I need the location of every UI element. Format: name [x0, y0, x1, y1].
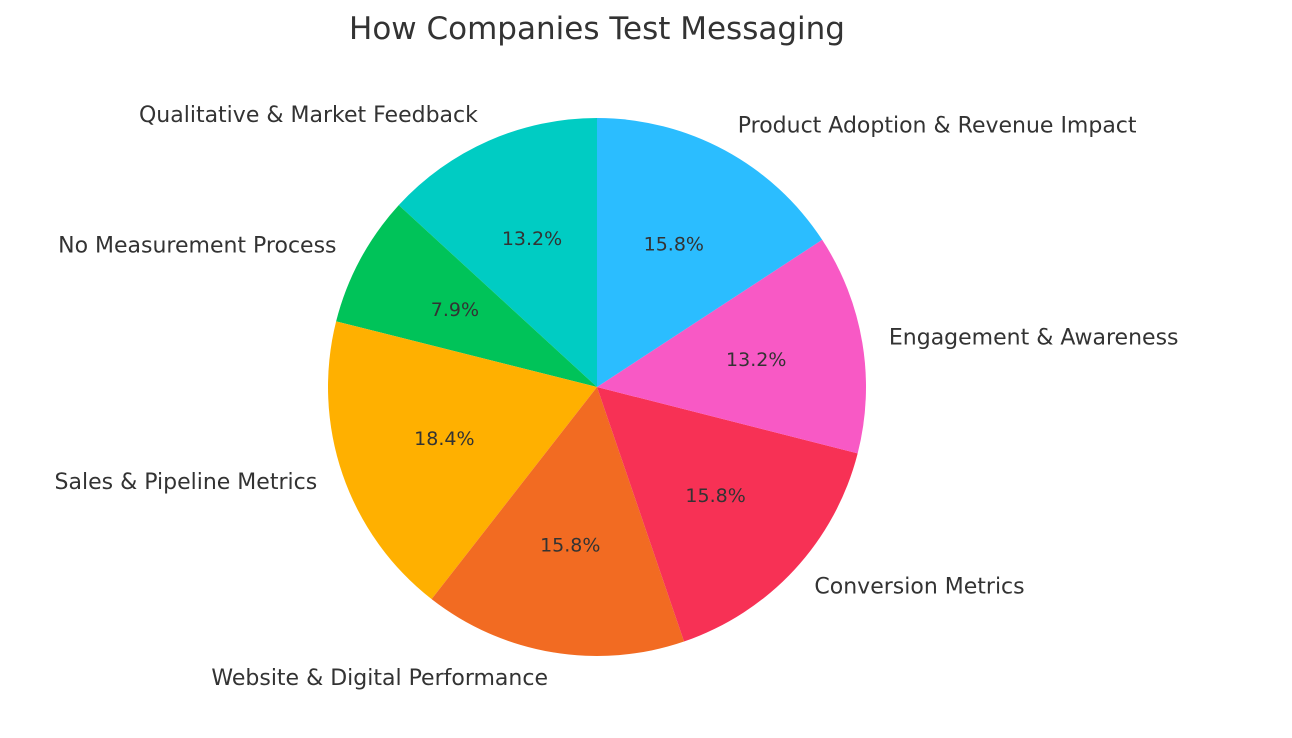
pct-label-website-digital-performance: 15.8% [540, 535, 600, 557]
pie-slices [328, 118, 867, 656]
slice-label-engagement-awareness: Engagement & Awareness [889, 325, 1179, 350]
slice-label-product-adoption-revenue-impact: Product Adoption & Revenue Impact [738, 114, 1137, 139]
pie-slice-qualitative-market-feedback [398, 118, 597, 387]
pct-label-no-measurement-process: 7.9% [431, 299, 479, 321]
pie-slice-no-measurement-process [336, 205, 597, 387]
pct-label-conversion-metrics: 15.8% [685, 485, 745, 507]
pct-label-qualitative-market-feedback: 13.2% [502, 228, 562, 250]
chart-title: How Companies Test Messaging [349, 11, 845, 47]
pie-slice-engagement-awareness [597, 239, 867, 454]
pct-label-engagement-awareness: 13.2% [726, 349, 786, 371]
pie-labels: Qualitative & Market Feedback 13.2% No Mea… [55, 103, 1179, 691]
pct-label-sales-pipeline-metrics: 18.4% [414, 428, 474, 450]
pie-slice-website-digital-performance [431, 387, 685, 656]
slice-label-website-digital-performance: Website & Digital Performance [211, 666, 548, 691]
pie-slice-product-adoption-revenue-impact [597, 118, 823, 387]
slice-label-sales-pipeline-metrics: Sales & Pipeline Metrics [55, 470, 318, 495]
pie-slice-conversion-metrics [597, 387, 858, 642]
pie-slice-sales-pipeline-metrics [328, 321, 597, 600]
pct-label-product-adoption-revenue-impact: 15.8% [644, 234, 704, 256]
slice-label-no-measurement-process: No Measurement Process [58, 234, 336, 259]
slice-label-qualitative-market-feedback: Qualitative & Market Feedback [139, 103, 478, 128]
slice-label-conversion-metrics: Conversion Metrics [814, 575, 1024, 600]
